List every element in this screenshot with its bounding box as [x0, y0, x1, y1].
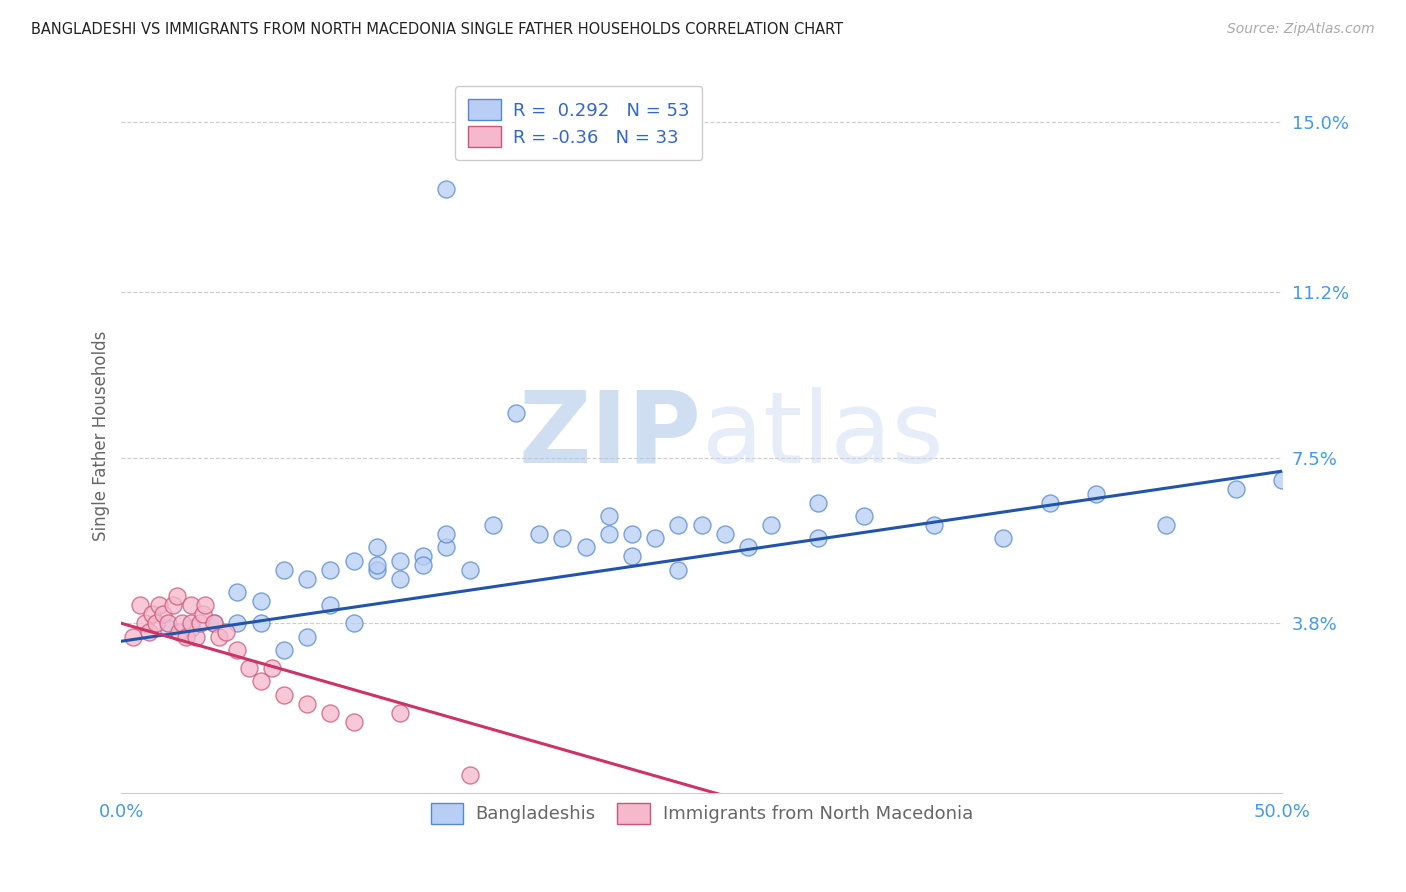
- Point: [134, 616, 156, 631]
- Text: Source: ZipAtlas.com: Source: ZipAtlas.com: [1227, 22, 1375, 37]
- Point: [1271, 473, 1294, 487]
- Text: ZIP: ZIP: [519, 387, 702, 483]
- Text: BANGLADESHI VS IMMIGRANTS FROM NORTH MACEDONIA SINGLE FATHER HOUSEHOLDS CORRELAT: BANGLADESHI VS IMMIGRANTS FROM NORTH MAC…: [31, 22, 844, 37]
- Point: [342, 554, 364, 568]
- Point: [184, 630, 207, 644]
- Point: [434, 182, 457, 196]
- Point: [737, 541, 759, 555]
- Point: [180, 616, 202, 631]
- Point: [215, 625, 238, 640]
- Point: [156, 621, 179, 635]
- Point: [208, 630, 231, 644]
- Point: [273, 688, 295, 702]
- Point: [180, 621, 202, 635]
- Point: [388, 554, 411, 568]
- Point: [388, 706, 411, 720]
- Point: [319, 599, 342, 613]
- Point: [366, 541, 388, 555]
- Point: [262, 661, 284, 675]
- Point: [226, 616, 249, 631]
- Point: [141, 607, 163, 622]
- Point: [295, 697, 318, 711]
- Point: [853, 508, 876, 523]
- Point: [575, 541, 598, 555]
- Text: atlas: atlas: [702, 387, 943, 483]
- Point: [598, 526, 620, 541]
- Point: [226, 643, 249, 657]
- Point: [170, 616, 193, 631]
- Point: [148, 599, 170, 613]
- Point: [191, 607, 214, 622]
- Point: [169, 625, 191, 640]
- Point: [434, 541, 457, 555]
- Point: [598, 508, 620, 523]
- Point: [529, 526, 551, 541]
- Point: [551, 531, 574, 545]
- Point: [482, 517, 505, 532]
- Point: [249, 594, 271, 608]
- Point: [1225, 482, 1247, 496]
- Point: [993, 531, 1015, 545]
- Point: [644, 531, 666, 545]
- Point: [202, 616, 225, 631]
- Point: [180, 621, 202, 635]
- Point: [1154, 517, 1177, 532]
- Point: [190, 616, 212, 631]
- Point: [226, 585, 249, 599]
- Point: [138, 625, 160, 640]
- Point: [129, 599, 152, 613]
- Point: [319, 706, 342, 720]
- Point: [238, 661, 260, 675]
- Point: [342, 616, 364, 631]
- Point: [152, 607, 174, 622]
- Point: [412, 549, 434, 564]
- Point: [458, 768, 481, 782]
- Point: [273, 563, 295, 577]
- Point: [668, 563, 690, 577]
- Point: [668, 517, 690, 532]
- Point: [145, 616, 167, 631]
- Point: [922, 517, 945, 532]
- Point: [714, 526, 737, 541]
- Point: [458, 563, 481, 577]
- Point: [162, 599, 184, 613]
- Point: [621, 549, 644, 564]
- Point: [249, 616, 271, 631]
- Point: [180, 599, 202, 613]
- Point: [295, 572, 318, 586]
- Legend: Bangladeshis, Immigrants from North Macedonia: Bangladeshis, Immigrants from North Mace…: [420, 792, 984, 834]
- Point: [122, 630, 145, 644]
- Point: [505, 406, 527, 420]
- Point: [194, 599, 217, 613]
- Point: [412, 558, 434, 573]
- Point: [1085, 486, 1108, 500]
- Point: [202, 616, 225, 631]
- Point: [366, 563, 388, 577]
- Point: [807, 531, 830, 545]
- Y-axis label: Single Father Households: Single Father Households: [93, 330, 110, 541]
- Point: [761, 517, 783, 532]
- Point: [1039, 495, 1062, 509]
- Point: [249, 674, 271, 689]
- Point: [807, 495, 830, 509]
- Point: [621, 526, 644, 541]
- Point: [366, 558, 388, 573]
- Point: [342, 714, 364, 729]
- Point: [295, 630, 318, 644]
- Point: [176, 630, 198, 644]
- Point: [156, 616, 179, 631]
- Point: [690, 517, 713, 532]
- Point: [319, 563, 342, 577]
- Point: [388, 572, 411, 586]
- Point: [434, 526, 457, 541]
- Point: [273, 643, 295, 657]
- Point: [166, 590, 188, 604]
